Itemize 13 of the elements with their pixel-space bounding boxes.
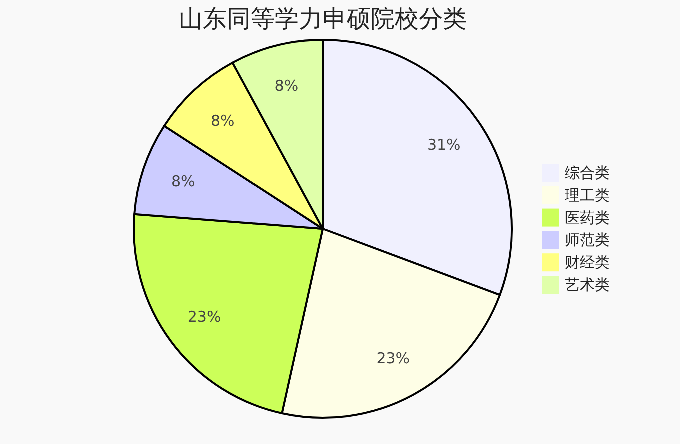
legend-label: 医药类 bbox=[565, 208, 610, 227]
legend-label: 师范类 bbox=[565, 231, 610, 250]
legend-label: 艺术类 bbox=[565, 276, 610, 294]
data-label: 8% bbox=[274, 77, 299, 96]
data-label: 23% bbox=[188, 308, 222, 326]
data-label: 8% bbox=[211, 112, 235, 130]
data-label: 23% bbox=[376, 350, 410, 368]
chart-title: 山东同等学力申硕院校分类 bbox=[179, 5, 467, 33]
legend-label: 财经类 bbox=[565, 254, 610, 272]
data-label: 8% bbox=[171, 172, 196, 191]
legend-label: 理工类 bbox=[565, 186, 610, 204]
legend-label: 综合类 bbox=[565, 164, 610, 182]
data-label: 31% bbox=[427, 136, 461, 154]
